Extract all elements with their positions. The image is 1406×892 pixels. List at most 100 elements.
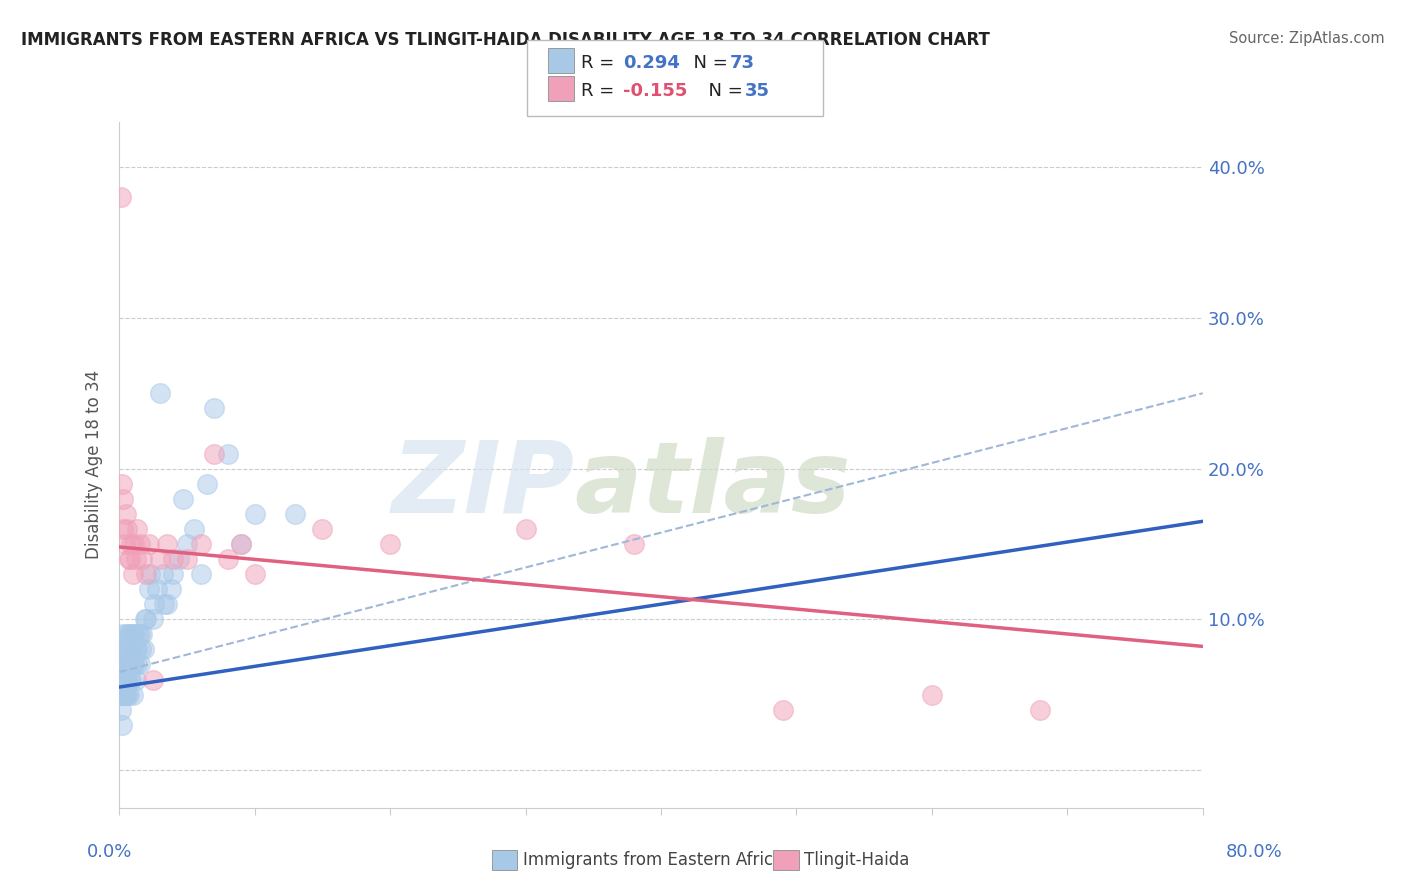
Point — [112, 627, 135, 641]
Point — [128, 657, 150, 672]
Point — [122, 537, 145, 551]
Point — [117, 657, 139, 672]
Point — [124, 642, 146, 657]
Text: 35: 35 — [745, 82, 770, 101]
Point — [515, 522, 537, 536]
Point — [156, 597, 179, 611]
Point — [176, 537, 198, 551]
Text: 80.0%: 80.0% — [1226, 843, 1282, 861]
Point — [111, 642, 134, 657]
Text: Tlingit-Haida: Tlingit-Haida — [804, 851, 910, 869]
Point — [120, 627, 142, 641]
Point — [134, 612, 156, 626]
Point — [128, 537, 150, 551]
Text: 0.294: 0.294 — [623, 54, 679, 72]
Point — [162, 567, 184, 582]
Point — [112, 657, 135, 672]
Text: -0.155: -0.155 — [623, 82, 688, 101]
Point — [202, 446, 225, 460]
Point — [115, 507, 138, 521]
Point — [112, 491, 135, 506]
Text: N =: N = — [697, 82, 749, 101]
Text: IMMIGRANTS FROM EASTERN AFRICA VS TLINGIT-HAIDA DISABILITY AGE 18 TO 34 CORRELAT: IMMIGRANTS FROM EASTERN AFRICA VS TLINGI… — [21, 31, 990, 49]
Point — [117, 642, 139, 657]
Point — [1029, 703, 1052, 717]
Text: R =: R = — [581, 54, 620, 72]
Point — [110, 657, 132, 672]
Point — [131, 627, 153, 641]
Point — [120, 673, 142, 687]
Point — [115, 657, 138, 672]
Point — [135, 612, 157, 626]
Text: ZIP: ZIP — [391, 437, 574, 534]
Point — [217, 446, 239, 460]
Point — [125, 657, 148, 672]
Point — [135, 567, 157, 582]
Point — [120, 657, 142, 672]
Point — [112, 688, 135, 702]
Point — [115, 627, 138, 641]
Point — [132, 642, 155, 657]
Point — [183, 522, 205, 536]
Point — [115, 688, 138, 702]
Point — [110, 673, 132, 687]
Point — [111, 717, 134, 731]
Point — [114, 688, 136, 702]
Point — [139, 567, 162, 582]
Point — [152, 567, 174, 582]
Point — [243, 567, 266, 582]
Point — [176, 552, 198, 566]
Point — [111, 657, 134, 672]
Point — [121, 537, 143, 551]
Point — [114, 673, 136, 687]
Y-axis label: Disability Age 18 to 34: Disability Age 18 to 34 — [86, 370, 103, 559]
Text: 73: 73 — [730, 54, 755, 72]
Point — [114, 657, 136, 672]
Point — [121, 688, 143, 702]
Point — [121, 673, 143, 687]
Point — [121, 642, 143, 657]
Text: Source: ZipAtlas.com: Source: ZipAtlas.com — [1229, 31, 1385, 46]
Point — [122, 627, 145, 641]
Point — [217, 552, 239, 566]
Point — [127, 627, 149, 641]
Point — [121, 567, 143, 582]
Text: atlas: atlas — [574, 437, 851, 534]
Point — [118, 688, 141, 702]
Point — [153, 597, 176, 611]
Point — [142, 673, 165, 687]
Point — [112, 522, 135, 536]
Point — [111, 673, 134, 687]
Point — [138, 582, 160, 596]
Point — [167, 552, 190, 566]
Point — [156, 537, 179, 551]
Point — [129, 642, 152, 657]
Point — [146, 582, 169, 596]
Point — [117, 522, 139, 536]
Point — [159, 582, 181, 596]
Point — [111, 688, 134, 702]
Point — [122, 657, 145, 672]
Point — [121, 627, 143, 641]
Point — [142, 612, 165, 626]
Point — [117, 688, 139, 702]
Point — [110, 688, 132, 702]
Point — [125, 522, 148, 536]
Point — [190, 537, 212, 551]
Point — [112, 642, 135, 657]
Point — [111, 476, 134, 491]
Point — [115, 673, 138, 687]
Point — [378, 537, 401, 551]
Point — [118, 552, 141, 566]
Point — [162, 552, 184, 566]
Point — [121, 657, 143, 672]
Point — [149, 552, 172, 566]
Point — [120, 552, 142, 566]
Text: 0.0%: 0.0% — [87, 843, 132, 861]
Point — [149, 386, 172, 401]
Point — [128, 627, 150, 641]
Point — [231, 537, 253, 551]
Point — [110, 703, 132, 717]
Point — [110, 190, 132, 204]
Point — [114, 642, 136, 657]
